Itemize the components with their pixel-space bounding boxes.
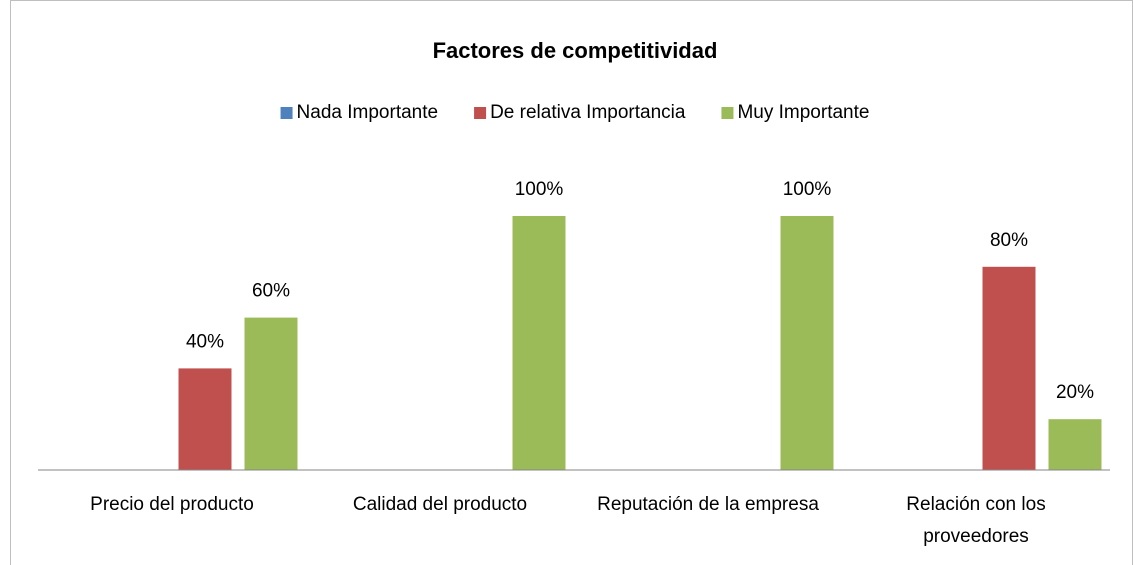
x-tick-label: Relación con los proveedores [906, 494, 1045, 547]
legend-swatch [721, 107, 734, 119]
data-label: 40% [186, 331, 224, 352]
legend-label: Muy Importante [737, 102, 869, 123]
legend-label: Nada Importante [297, 102, 439, 123]
legend-item: Muy Importante [721, 102, 869, 123]
data-label: 100% [783, 179, 832, 200]
data-label: 20% [1056, 382, 1094, 403]
legend-swatch [280, 107, 293, 119]
chart-border [10, 0, 1133, 565]
x-tick-label: Reputación de la empresa [597, 494, 819, 515]
data-label: 60% [252, 281, 290, 302]
bar [780, 216, 834, 470]
bar [1048, 419, 1102, 470]
legend-swatch [474, 107, 487, 119]
data-label: 100% [515, 179, 564, 200]
data-label: 80% [990, 230, 1028, 251]
x-tick-label: Precio del producto [90, 494, 254, 515]
bar [244, 317, 298, 470]
bar [178, 368, 232, 470]
chart-title: Factores de competitividad [433, 38, 718, 63]
legend-label: De relativa Importancia [490, 102, 686, 123]
bar [982, 266, 1036, 470]
legend-item: De relativa Importancia [474, 102, 686, 123]
legend-item: Nada Importante [280, 102, 439, 123]
x-tick-label: Calidad del producto [353, 494, 527, 515]
bar [512, 216, 566, 470]
